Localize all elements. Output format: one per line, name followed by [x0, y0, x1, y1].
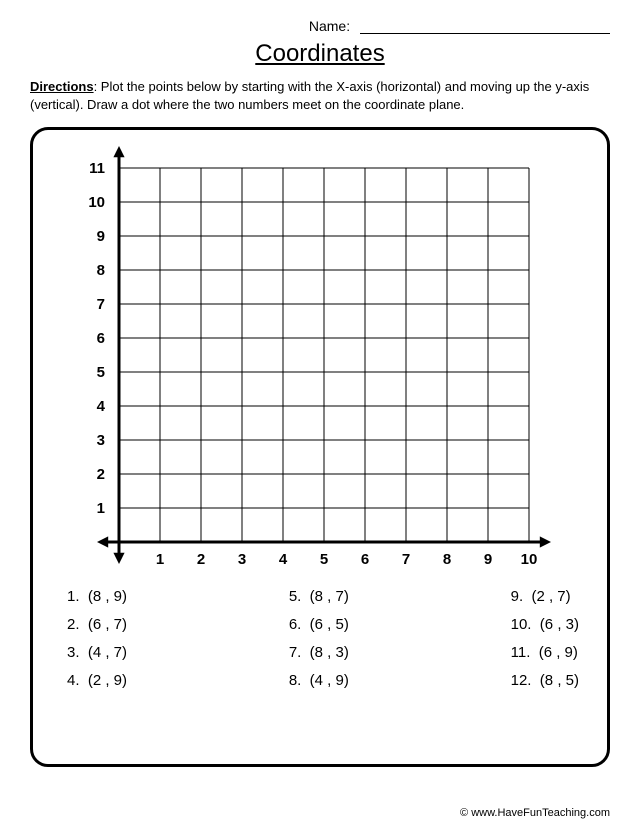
name-line: Name: [30, 18, 610, 34]
svg-text:7: 7 [97, 296, 105, 313]
coord-item: 6. (6 , 5) [289, 616, 349, 633]
svg-text:5: 5 [97, 364, 105, 381]
coord-item: 7. (8 , 3) [289, 644, 349, 661]
svg-text:9: 9 [97, 228, 105, 245]
svg-text:10: 10 [521, 551, 538, 568]
directions-text: : Plot the points below by starting with… [30, 79, 589, 112]
coord-item: 11. (6 , 9) [511, 644, 579, 661]
svg-text:6: 6 [361, 551, 369, 568]
coord-col-2: 5. (8 , 7) 6. (6 , 5) 7. (8 , 3) 8. (4 , 9) [289, 588, 349, 689]
coordinate-grid: 1 2 3 4 5 6 7 8 9 10 1 2 3 4 5 6 7 8 9 10 11 [51, 144, 589, 584]
svg-text:4: 4 [279, 551, 288, 568]
coord-col-3: 9. (2 , 7) 10. (6 , 3) 11. (6 , 9) 12. (8 ,… [511, 588, 579, 689]
svg-text:7: 7 [402, 551, 410, 568]
svg-text:8: 8 [443, 551, 451, 568]
svg-text:1: 1 [156, 551, 164, 568]
coordinate-list: 1. (8 , 9) 2. (6 , 7) 3. (4 , 7) 4. (2 , 9)… [51, 588, 589, 689]
footer-credit: © www.HaveFunTeaching.com [460, 807, 610, 819]
worksheet-page: Name: Coordinates Directions: Plot the p… [0, 0, 640, 829]
name-label: Name: [309, 18, 350, 34]
coord-item: 8. (4 , 9) [289, 672, 349, 689]
svg-text:2: 2 [197, 551, 205, 568]
coord-item: 9. (2 , 7) [511, 588, 579, 605]
coord-item: 2. (6 , 7) [67, 616, 127, 633]
coord-item: 10. (6 , 3) [511, 616, 579, 633]
coord-item: 12. (8 , 5) [511, 672, 579, 689]
directions: Directions: Plot the points below by sta… [30, 78, 610, 113]
svg-text:10: 10 [88, 194, 105, 211]
svg-text:4: 4 [97, 398, 106, 415]
svg-text:5: 5 [320, 551, 328, 568]
coord-item: 1. (8 , 9) [67, 588, 127, 605]
svg-text:3: 3 [238, 551, 246, 568]
svg-text:9: 9 [484, 551, 492, 568]
worksheet-frame: 1 2 3 4 5 6 7 8 9 10 1 2 3 4 5 6 7 8 9 10 11 1. (8 , 9) 2. (6… [30, 127, 610, 767]
svg-text:11: 11 [89, 160, 105, 177]
directions-label: Directions [30, 79, 94, 94]
page-title: Coordinates [30, 40, 610, 68]
coord-item: 4. (2 , 9) [67, 672, 127, 689]
svg-text:8: 8 [97, 262, 105, 279]
svg-text:2: 2 [97, 466, 105, 483]
svg-text:1: 1 [97, 500, 105, 517]
coord-col-1: 1. (8 , 9) 2. (6 , 7) 3. (4 , 7) 4. (2 , 9) [67, 588, 127, 689]
coord-item: 3. (4 , 7) [67, 644, 127, 661]
coord-item: 5. (8 , 7) [289, 588, 349, 605]
grid-svg: 1 2 3 4 5 6 7 8 9 10 1 2 3 4 5 6 7 8 9 10 11 [51, 144, 581, 574]
svg-text:6: 6 [97, 330, 105, 347]
svg-text:3: 3 [97, 432, 105, 449]
name-blank[interactable] [360, 33, 610, 34]
